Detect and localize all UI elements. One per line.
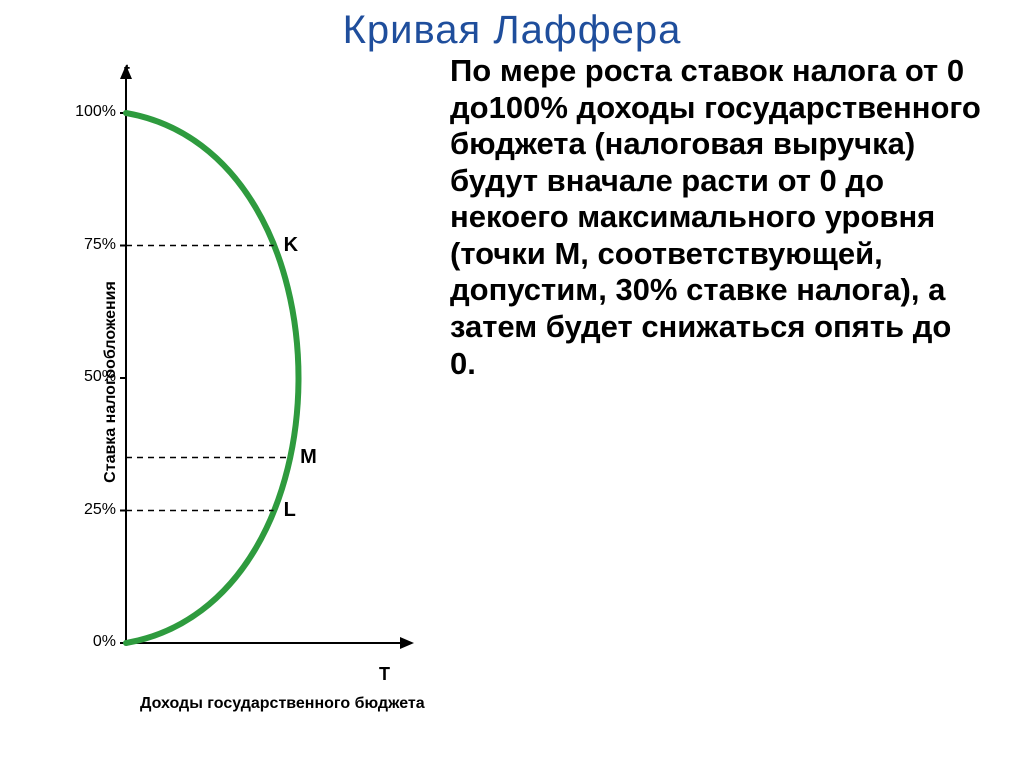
description-area: По мере роста ставок налога от 0 до100% … [440, 53, 1004, 713]
laffer-chart: Ставка налогообложения Доходы государств… [20, 53, 440, 713]
y-tick-label: 75% [66, 236, 116, 254]
y-tick-label: 100% [66, 103, 116, 121]
y-tick-label: 25% [66, 501, 116, 519]
x-axis-label: Доходы государственного бюджета [140, 695, 425, 713]
y-axis-symbol: t [124, 61, 130, 82]
content-row: Ставка налогообложения Доходы государств… [0, 53, 1024, 713]
y-tick-label: 0% [66, 633, 116, 651]
page-title: Кривая Лаффера [0, 0, 1024, 53]
curve-point-label: L [284, 499, 296, 522]
curve-point-label: K [284, 234, 298, 257]
curve-point-label: M [300, 446, 317, 469]
y-tick-label: 50% [66, 368, 116, 386]
description-text: По мере роста ставок налога от 0 до100% … [450, 53, 984, 382]
x-axis-symbol: T [379, 664, 390, 685]
